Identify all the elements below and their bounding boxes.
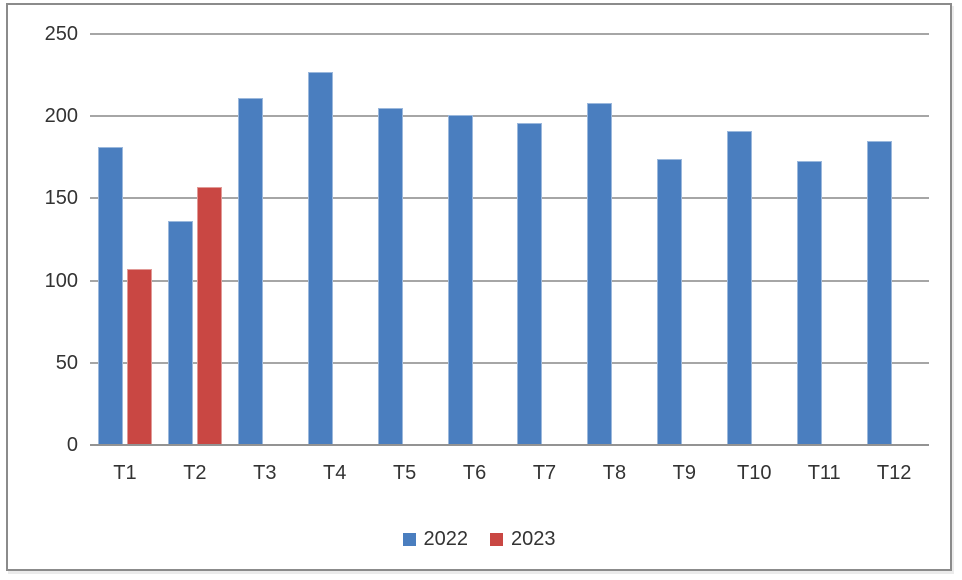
bar-2022-T9: [657, 158, 683, 445]
bar-2022-T1: [97, 147, 123, 445]
bar-group-T2: [160, 34, 230, 445]
x-tick-label-T2: T2: [183, 462, 207, 484]
y-tick-label-50: 50: [55, 351, 78, 374]
x-axis-line: [90, 444, 929, 446]
bar-2022-T5: [377, 107, 403, 445]
legend-swatch-2022: [402, 532, 416, 546]
bar-2022-T7: [517, 122, 543, 445]
bar-group-T11: [789, 34, 859, 445]
x-tick-label-T10: T10: [737, 462, 772, 484]
bar-group-T3: [230, 34, 300, 445]
y-tick-label-0: 0: [66, 434, 78, 456]
gridline-50: [90, 361, 929, 364]
x-tick-label-T3: T3: [253, 462, 277, 484]
bar-group-T5: [370, 34, 440, 445]
bar-2022-T2: [167, 221, 193, 445]
legend-swatch-2023: [490, 532, 503, 546]
legend-item-2022: 2022: [402, 526, 469, 552]
gridline-150: [90, 197, 929, 200]
gridline-200: [90, 115, 929, 118]
bar-group-T4: [300, 34, 370, 445]
legend-item-2023: 2023: [490, 526, 556, 552]
y-tick-label-150: 150: [44, 187, 78, 210]
bar-2022-T3: [237, 98, 263, 445]
legend-label-2022: 2022: [423, 528, 469, 550]
bar-2023-T2: [196, 186, 222, 445]
x-tick-label-T12: T12: [876, 462, 912, 484]
bar-group-T12: [859, 34, 929, 445]
x-tick-label-T8: T8: [602, 462, 627, 484]
x-axis-labels: T1 T2 T3 T4 T5 T6 T7 T8 T9 T10 T11 T12: [90, 460, 929, 486]
chart-frame: 0 50 100 150 200 250 T1 T2 T3 T4 T5 T6 T7 T8 T9 T10 T11…: [6, 3, 952, 571]
bar-2022-T6: [447, 114, 473, 445]
x-tick-label-T5: T5: [392, 462, 417, 484]
gridline-100: [90, 279, 929, 282]
x-tick-label-T11: T11: [807, 462, 841, 484]
gridline-250: [90, 33, 929, 35]
bar-2022-T4: [307, 71, 333, 445]
x-tick-label-T4: T4: [323, 462, 347, 484]
bar-group-T9: [649, 34, 719, 445]
x-tick-label-T7: T7: [532, 462, 557, 484]
x-tick-label-T6: T6: [462, 462, 487, 484]
legend-label-2023: 2023: [511, 528, 556, 550]
y-tick-label-100: 100: [44, 269, 78, 292]
bar-2022-T12: [867, 140, 893, 445]
bar-2022-T11: [797, 160, 823, 445]
bar-group-T8: [579, 34, 649, 445]
y-tick-label-200: 200: [44, 105, 78, 128]
bar-group-T7: [510, 34, 580, 445]
bar-2023-T1: [126, 269, 152, 445]
y-tick-label-250: 250: [44, 23, 78, 45]
bar-group-T1: [90, 34, 160, 445]
bar-group-T10: [719, 34, 789, 445]
bar-2022-T10: [727, 131, 753, 445]
bar-group-T6: [440, 34, 510, 445]
bar-2022-T8: [587, 103, 613, 445]
legend: 2022 2023: [8, 526, 950, 552]
x-tick-label-T1: T1: [113, 462, 137, 484]
plot-area: [90, 33, 929, 446]
bars: [90, 34, 929, 445]
x-tick-label-T9: T9: [672, 462, 696, 484]
